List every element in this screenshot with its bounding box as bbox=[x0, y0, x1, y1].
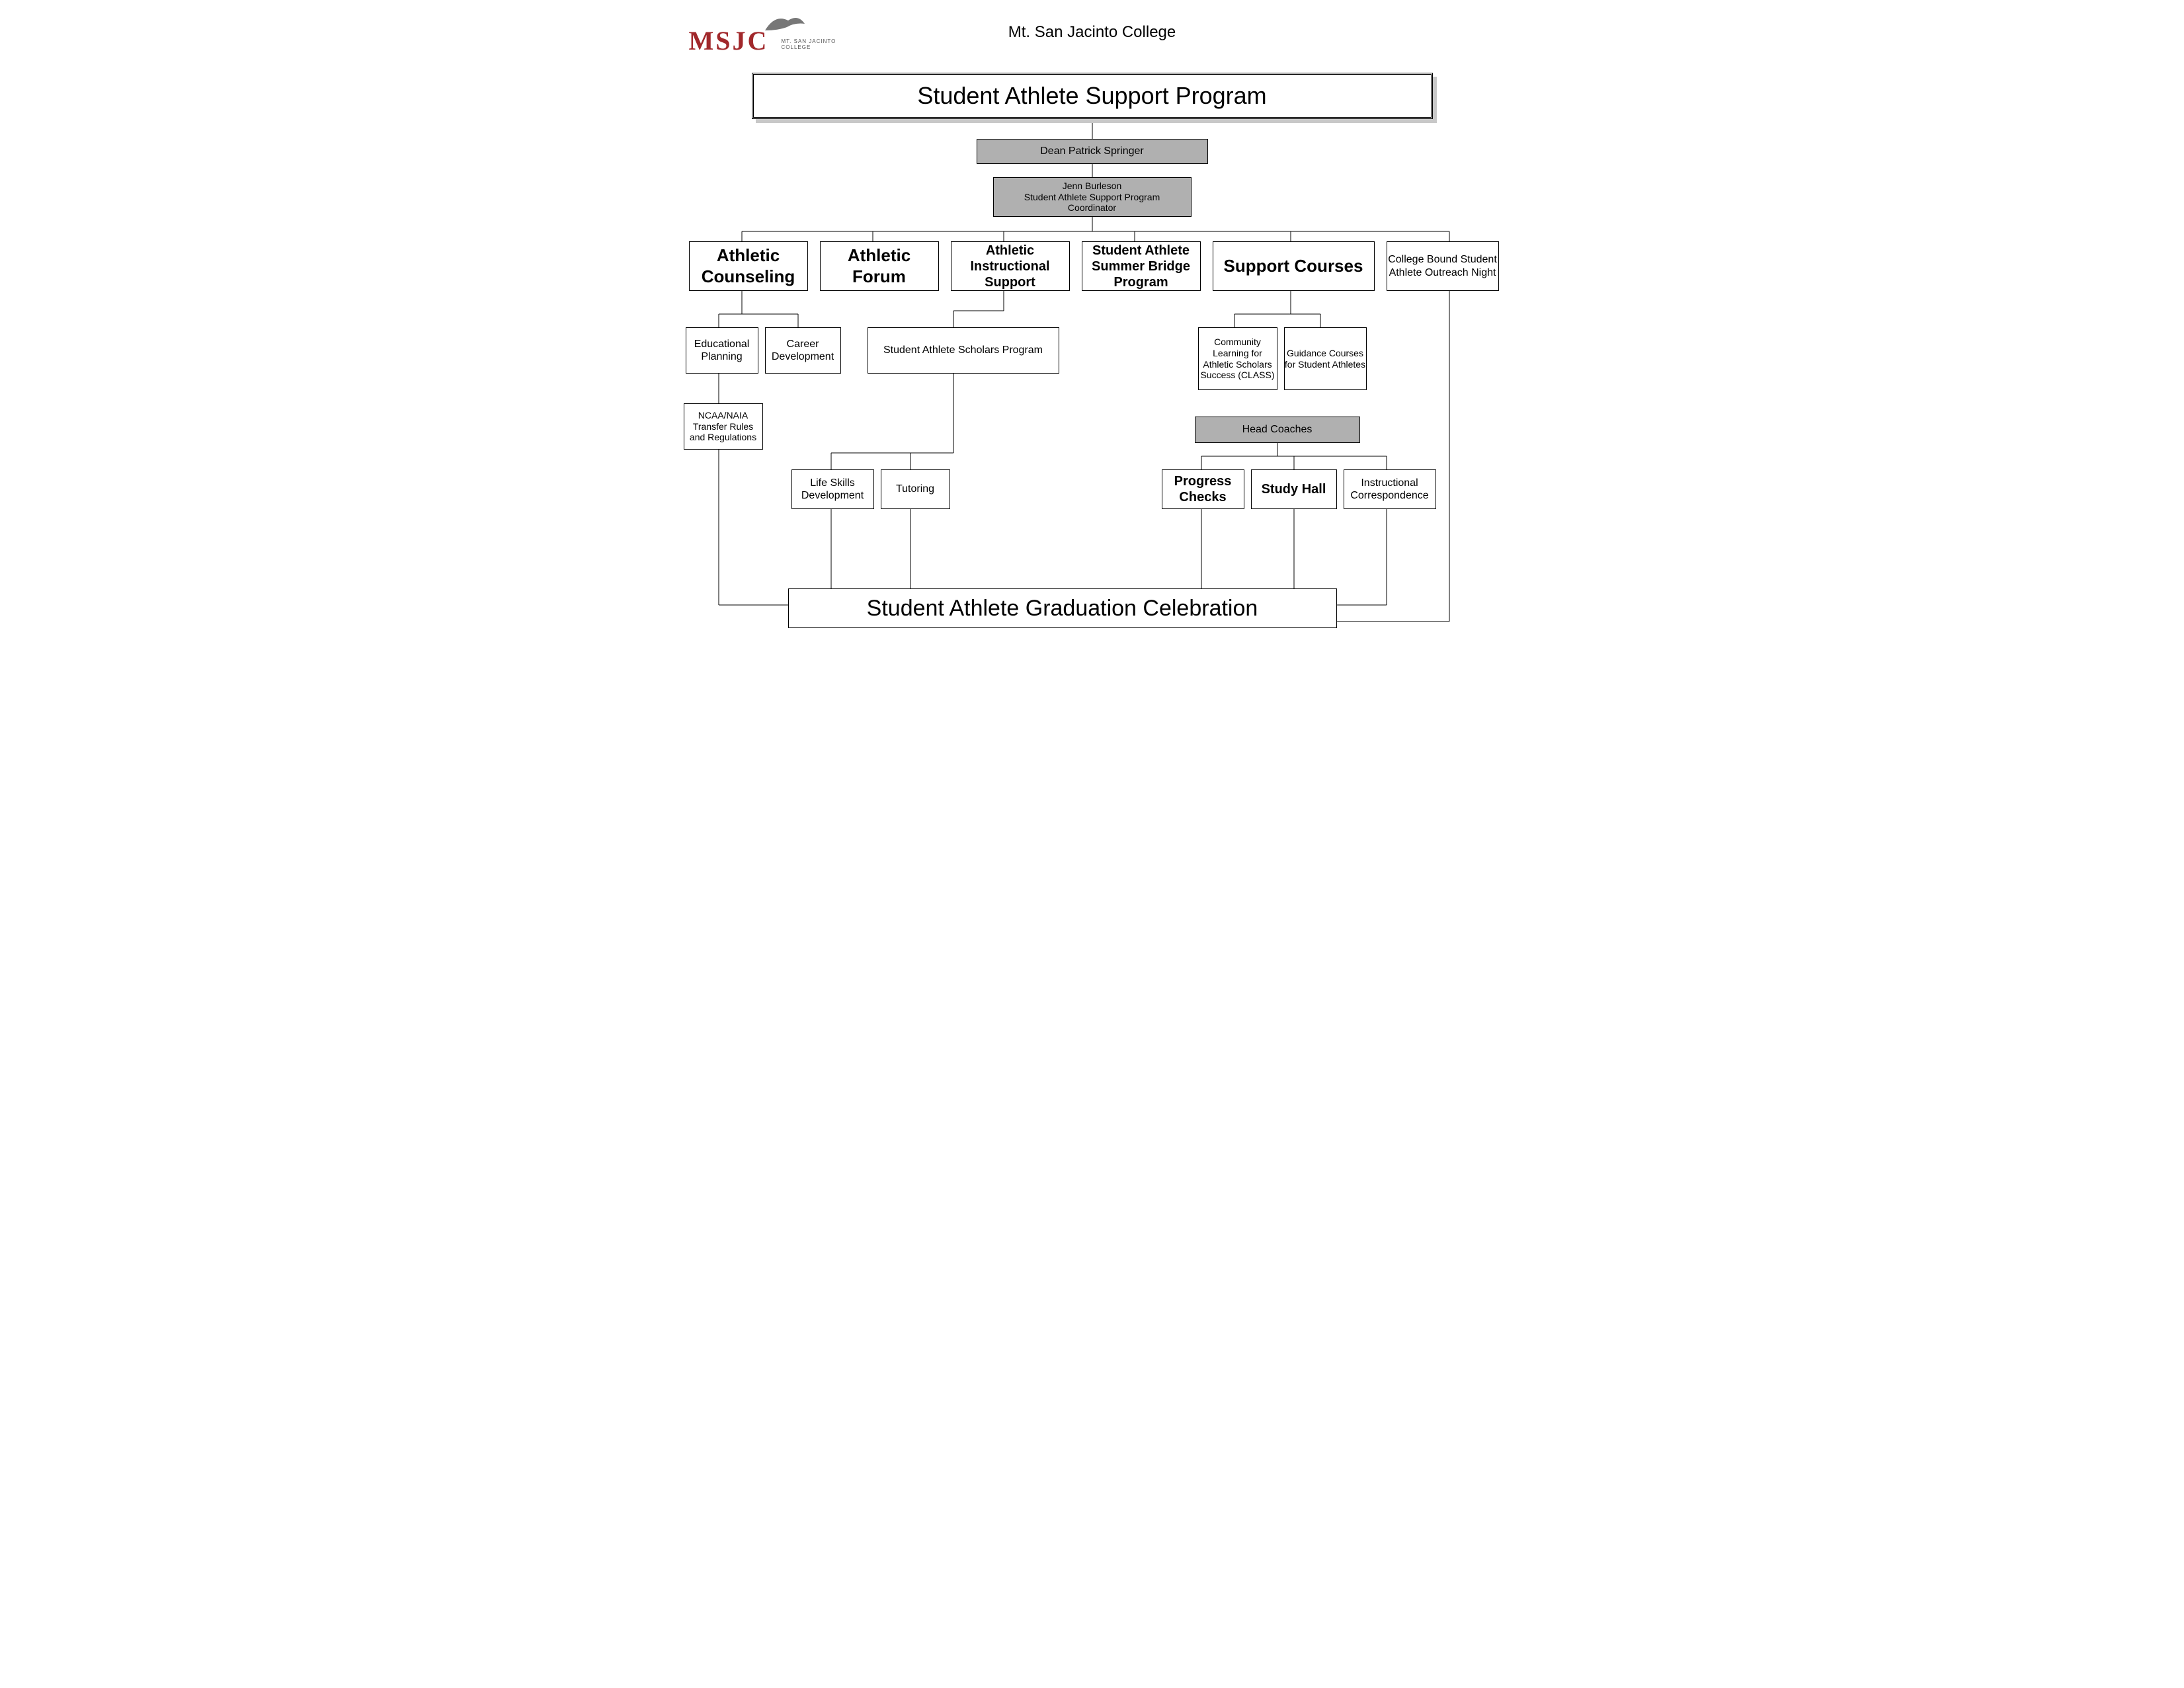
head-coaches: Head Coaches bbox=[1195, 417, 1360, 443]
life-skills: Life Skills Development bbox=[791, 469, 874, 509]
dean-box: Dean Patrick Springer bbox=[977, 139, 1208, 164]
title-box: Student Athlete Support Program bbox=[752, 73, 1433, 119]
coordinator-box: Jenn Burleson Student Athlete Support Pr… bbox=[993, 177, 1192, 217]
main-support-courses: Support Courses bbox=[1213, 241, 1375, 291]
guidance-courses: Guidance Courses for Student Athletes bbox=[1284, 327, 1367, 390]
educational-planning: Educational Planning bbox=[686, 327, 758, 374]
class-box: Community Learning for Athletic Scholars… bbox=[1198, 327, 1277, 390]
scholars-program: Student Athlete Scholars Program bbox=[868, 327, 1059, 374]
main-summer-bridge: Student Athlete Summer Bridge Program bbox=[1082, 241, 1201, 291]
ncaa-box: NCAA/NAIA Transfer Rules and Regulations bbox=[684, 403, 763, 450]
instructional-correspondence: Instructional Correspondence bbox=[1344, 469, 1436, 509]
progress-checks: Progress Checks bbox=[1162, 469, 1244, 509]
main-athletic-counseling: Athletic Counseling bbox=[689, 241, 808, 291]
main-outreach-night: College Bound Student Athlete Outreach N… bbox=[1387, 241, 1499, 291]
coordinator-role1: Student Athlete Support Program bbox=[1024, 192, 1160, 203]
footer-box: Student Athlete Graduation Celebration bbox=[788, 588, 1337, 628]
study-hall: Study Hall bbox=[1251, 469, 1337, 509]
coordinator-role2: Coordinator bbox=[1068, 202, 1116, 214]
coordinator-name: Jenn Burleson bbox=[1063, 181, 1122, 192]
main-athletic-forum: Athletic Forum bbox=[820, 241, 939, 291]
career-development: Career Development bbox=[765, 327, 841, 374]
main-instructional-support: Athletic Instructional Support bbox=[951, 241, 1070, 291]
page-title: Mt. San Jacinto College bbox=[676, 23, 1509, 42]
tutoring: Tutoring bbox=[881, 469, 950, 509]
org-chart: MSJC MT. SAN JACINTO COLLEGE Mt. San Jac… bbox=[676, 13, 1509, 661]
